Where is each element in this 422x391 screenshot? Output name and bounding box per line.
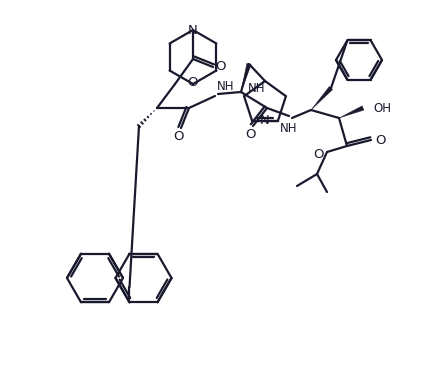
Text: O: O xyxy=(314,147,324,160)
Text: O: O xyxy=(246,129,256,142)
Text: O: O xyxy=(174,131,184,143)
Text: O: O xyxy=(375,133,385,147)
Polygon shape xyxy=(241,63,251,92)
Polygon shape xyxy=(311,86,333,110)
Text: O: O xyxy=(216,61,226,74)
Text: N: N xyxy=(188,25,198,38)
Text: OH: OH xyxy=(373,102,391,115)
Text: O: O xyxy=(188,77,198,90)
Text: NH: NH xyxy=(217,79,235,93)
Polygon shape xyxy=(339,106,364,118)
Text: N: N xyxy=(260,114,270,127)
Text: NH: NH xyxy=(248,82,265,95)
Text: NH: NH xyxy=(280,122,298,136)
